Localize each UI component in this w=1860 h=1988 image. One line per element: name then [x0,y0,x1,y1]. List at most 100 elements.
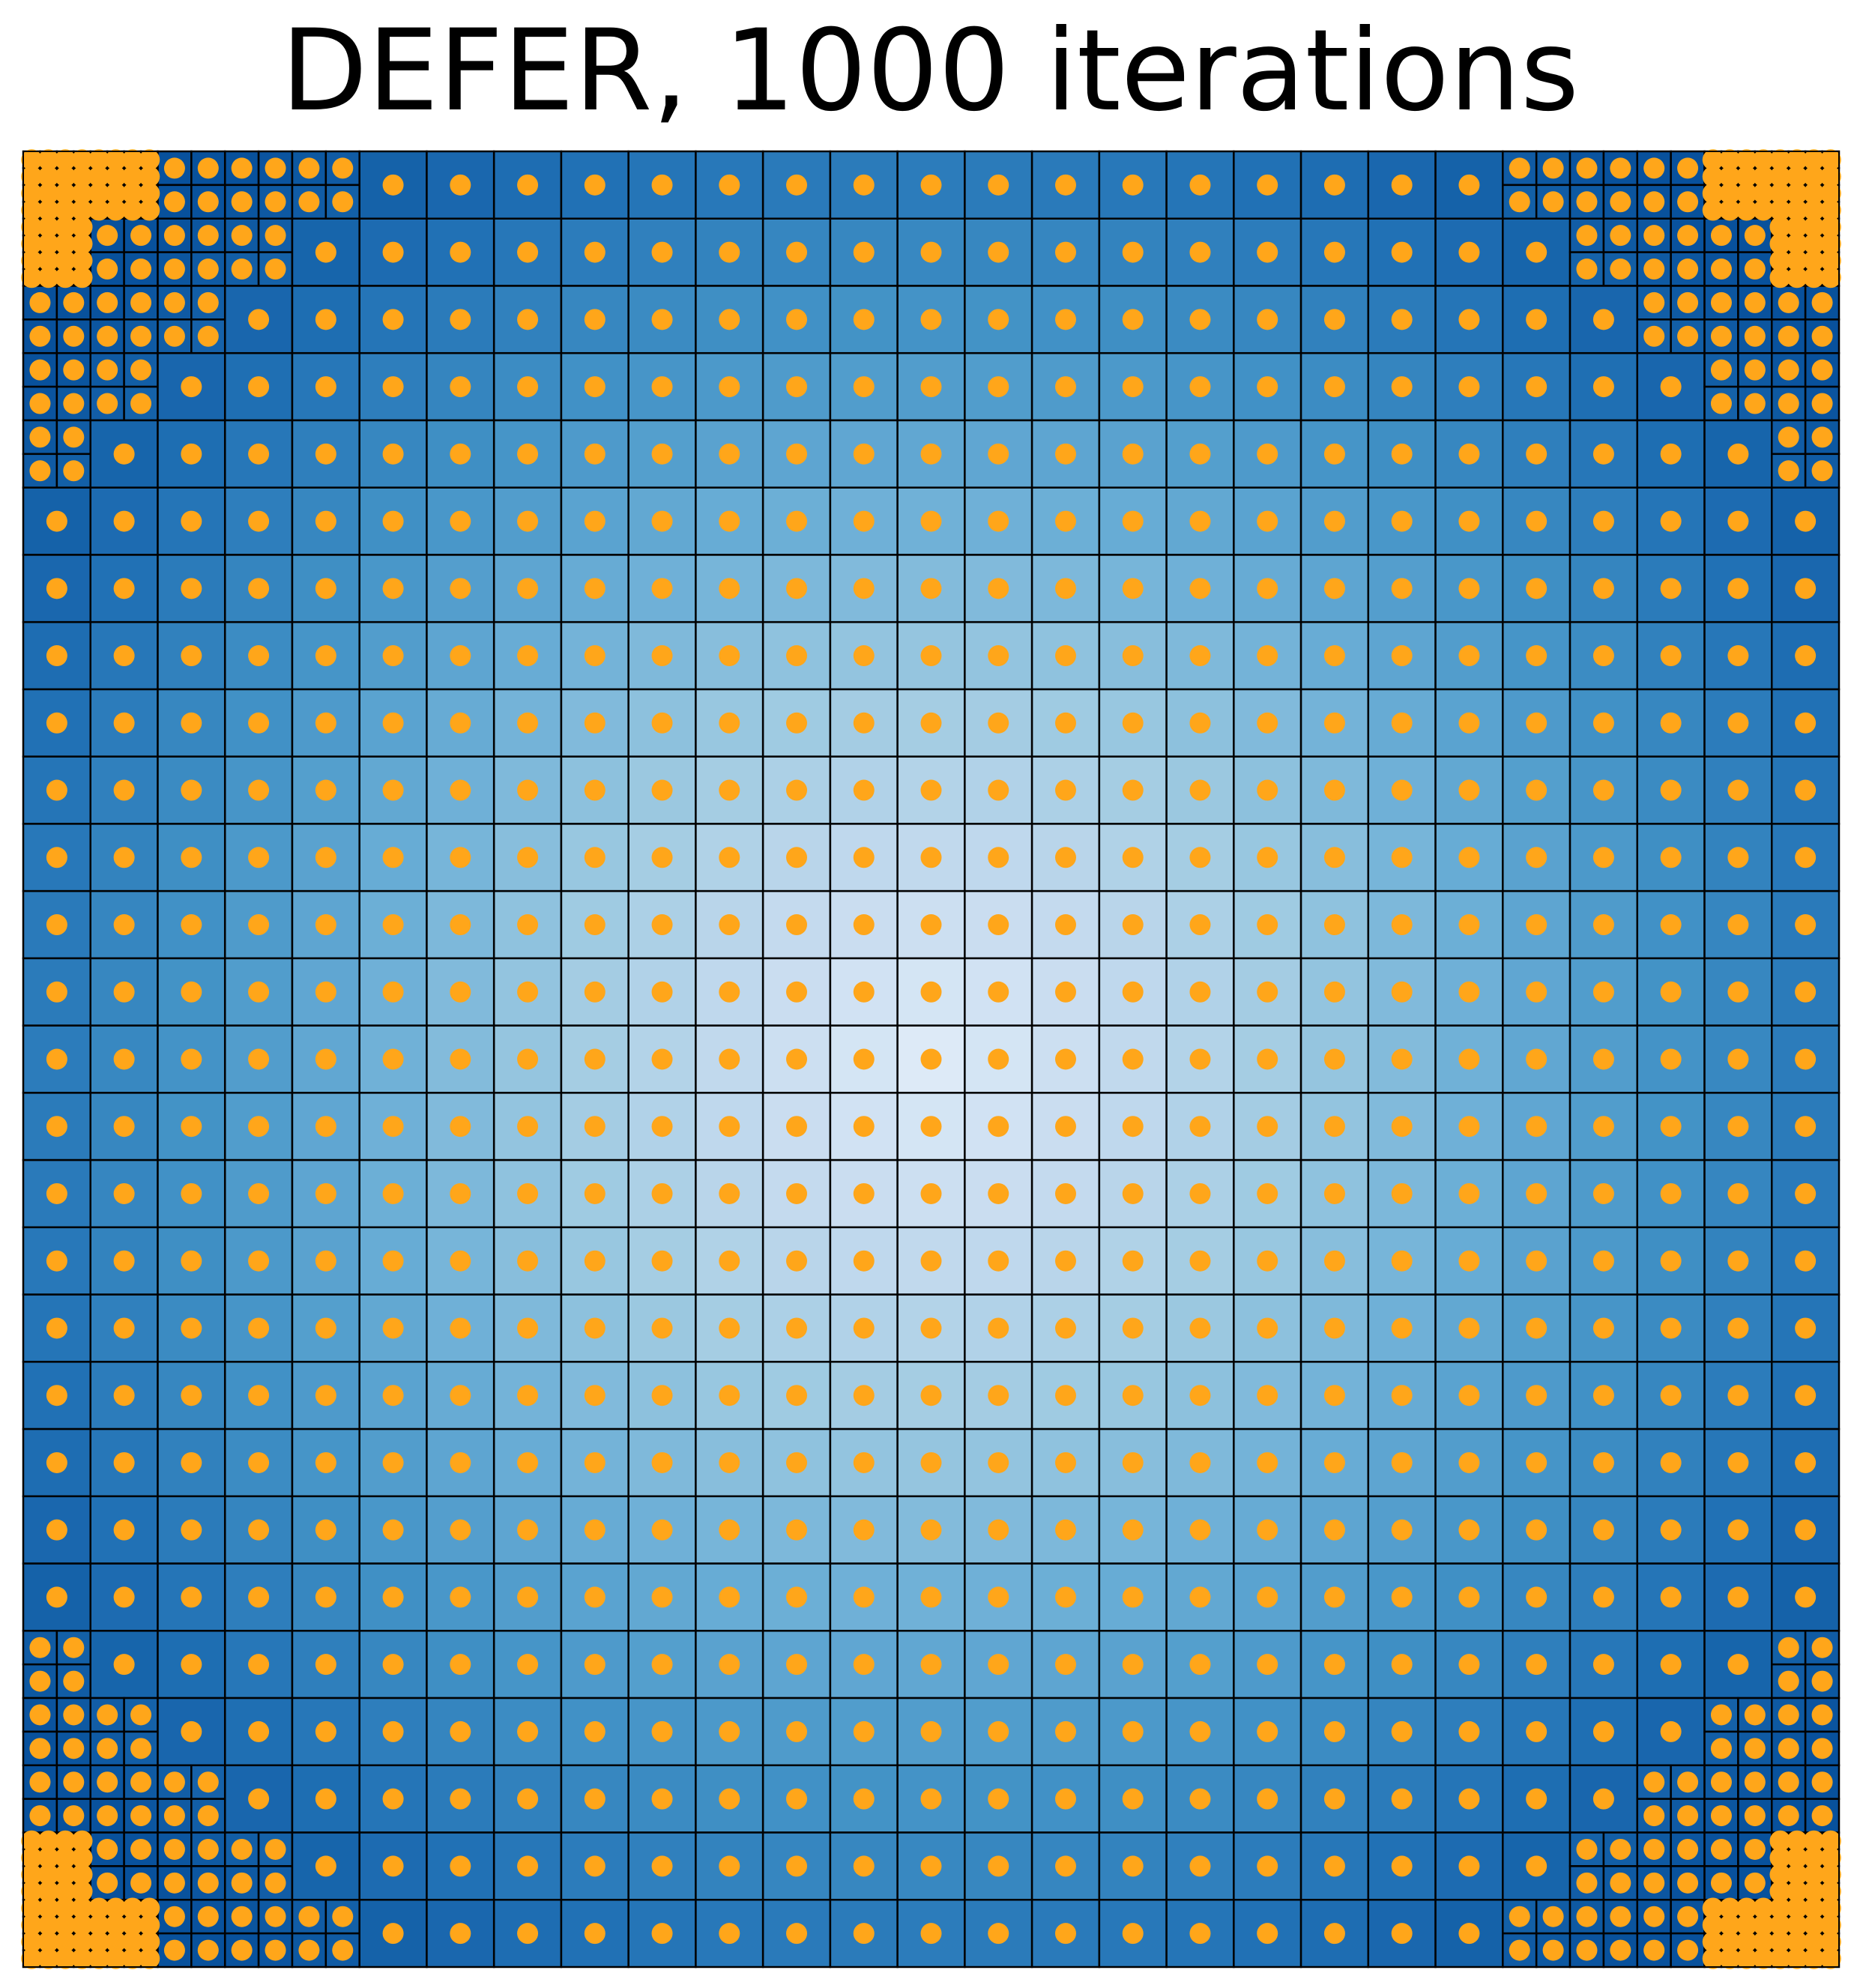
sample-point-444 [853,847,875,868]
sample-point-453 [1458,847,1480,868]
sample-point-376 [1727,645,1749,667]
sample-point-888 [71,1881,93,1903]
sample-point-521 [584,1048,606,1070]
sample-point-147 [1257,241,1278,263]
heatmap-cell-279 [829,419,899,489]
sample-point-671 [1592,1385,1614,1407]
sample-point-84 [1736,199,1757,221]
sample-point-933 [1769,1847,1791,1869]
sample-point-896 [197,1872,219,1894]
sample-point-726 [1660,1519,1682,1541]
sample-point-747 [1257,1586,1278,1608]
sample-point-699 [1660,1451,1682,1473]
sample-point-635 [988,1317,1009,1339]
sample-point-36 [231,157,253,179]
sample-point-966 [88,1931,109,1953]
sample-point-873 [21,1830,43,1852]
sample-point-580 [920,1182,942,1204]
sample-point-567 [46,1182,67,1204]
sample-point-712 [719,1519,740,1541]
sample-point-227 [63,359,85,381]
sample-point-551 [786,1116,808,1137]
sample-point-625 [315,1317,336,1339]
sample-point-446 [988,847,1009,868]
sample-point-607 [920,1250,942,1272]
sample-point-68 [1610,191,1631,213]
sample-point-785 [1778,1637,1799,1658]
sample-point-340 [1122,578,1144,599]
sample-point-806 [786,1720,808,1742]
sample-point-895 [197,1838,219,1860]
sample-point-379 [113,712,135,734]
heatmap-cell-710 [560,1495,629,1565]
sample-point-851 [988,1788,1009,1810]
sample-point-119 [71,250,93,271]
sample-point-780 [1458,1654,1480,1676]
sample-point-859 [1526,1788,1548,1810]
sample-point-47 [584,174,606,196]
sample-point-469 [719,914,740,936]
sample-point-322 [1727,510,1749,532]
sample-point-856 [1323,1788,1345,1810]
sample-point-301 [315,510,336,532]
sample-point-1023 [1702,1931,1724,1953]
sample-point-53 [988,174,1009,196]
sample-point-239 [584,376,606,398]
sample-point-268 [113,443,135,465]
sample-point-149 [1391,241,1413,263]
sample-point-858 [1458,1788,1480,1810]
sample-point-448 [1122,847,1144,868]
sample-point-770 [786,1654,808,1676]
sample-point-86 [1753,166,1775,187]
sample-point-324 [46,578,67,599]
sample-point-63 [1542,157,1564,179]
sample-point-496 [719,981,740,1003]
sample-point-926 [1677,1838,1699,1860]
sample-point-722 [1391,1519,1413,1541]
sample-point-438 [450,847,471,868]
sample-point-457 [1727,847,1749,868]
sample-point-822 [1744,1704,1766,1726]
sample-point-905 [584,1855,606,1877]
sample-point-499 [920,981,942,1003]
sample-point-197 [584,309,606,330]
sample-point-456 [1660,847,1682,868]
sample-point-1000 [920,1923,942,1945]
sample-point-776 [1189,1654,1211,1676]
sample-point-566 [1795,1116,1817,1137]
sample-point-909 [853,1855,875,1877]
sample-point-1019 [1677,1906,1699,1927]
sample-point-56 [1189,174,1211,196]
sample-point-897 [231,1838,253,1860]
sample-point-205 [1122,309,1144,330]
sample-point-934 [1769,1864,1791,1885]
sample-point-764 [382,1654,404,1676]
sample-point-133 [315,241,336,263]
sample-point-1018 [1643,1939,1665,1961]
sample-point-96 [1786,199,1808,221]
sample-point-97 [1803,149,1825,171]
sample-point-332 [584,578,606,599]
sample-point-231 [130,359,152,381]
sample-point-61 [1509,157,1530,179]
sample-point-169 [1786,233,1808,255]
sample-point-250 [1323,376,1345,398]
sample-point-320 [1592,510,1614,532]
sample-point-422 [1189,779,1211,801]
sample-point-847 [719,1788,740,1810]
sample-point-672 [1660,1385,1682,1407]
sample-point-433 [113,847,135,868]
sample-point-827 [1811,1738,1833,1759]
sample-point-757 [29,1670,51,1692]
sample-point-427 [1526,779,1548,801]
sample-point-114 [55,233,76,255]
sample-point-986 [265,1906,286,1927]
sample-point-368 [1189,645,1211,667]
sample-point-326 [181,578,202,599]
sample-point-939 [1786,1881,1808,1903]
sample-point-1037 [1769,1897,1791,1919]
sample-point-503 [1189,981,1211,1003]
sample-point-974 [121,1931,143,1953]
sample-point-70 [1643,191,1665,213]
